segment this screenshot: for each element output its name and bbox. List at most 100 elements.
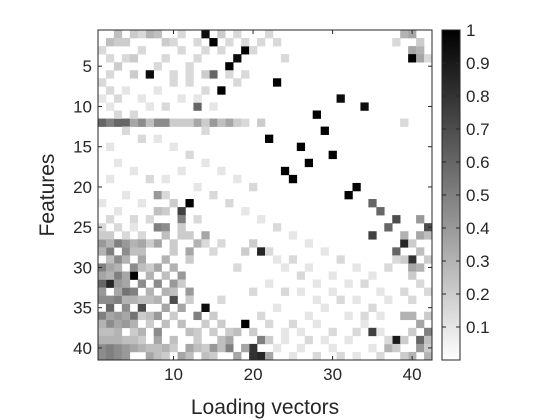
heatmap-cell (105, 271, 115, 280)
heatmap-cell (145, 215, 154, 224)
heatmap-cell (217, 335, 226, 345)
heatmap-cell (121, 190, 131, 200)
heatmap-cell (169, 287, 178, 296)
heatmap-cell (193, 94, 202, 103)
heatmap-cell (153, 62, 162, 71)
y-axis-ticks: 5 10 15 20 25 30 35 40 (73, 57, 432, 358)
heatmap-cell (201, 231, 210, 240)
heatmap-cell (288, 231, 298, 240)
heatmap-cell (153, 279, 162, 288)
heatmap-cell (113, 94, 123, 103)
heatmap-cell (161, 319, 170, 329)
heatmap-cell (336, 94, 345, 103)
heatmap-cell (98, 263, 107, 272)
heatmap-cell (360, 102, 369, 111)
heatmap-cell (312, 295, 321, 304)
x-axis-title: Loading vectors (191, 396, 339, 419)
heatmap-cell (201, 70, 210, 79)
heatmap-cell (225, 343, 234, 353)
heatmap-cell (145, 263, 154, 272)
heatmap-cell (209, 190, 218, 200)
heatmap-cell (137, 134, 147, 143)
heatmap-cell (98, 247, 107, 256)
x-tick-label: 10 (164, 365, 183, 384)
heatmap-cell (328, 327, 337, 337)
heatmap-cell (209, 343, 218, 353)
heatmap-cell (129, 215, 139, 224)
heatmap-cell (392, 343, 401, 353)
heatmap-cell (113, 319, 123, 329)
heatmap-cell (209, 327, 218, 337)
heatmap-cell (113, 327, 123, 337)
heatmap-cell (129, 271, 139, 280)
heatmap-cell (105, 38, 115, 47)
heatmap-cell (424, 231, 433, 240)
heatmap-cell (185, 231, 194, 240)
heatmap-cell (368, 199, 377, 208)
heatmap-cell (304, 311, 314, 321)
heatmap-cell (121, 38, 131, 47)
y-tick-label: 25 (73, 218, 92, 237)
y-tick-label: 35 (73, 299, 92, 318)
heatmap-cell (336, 255, 345, 264)
heatmap-cell (241, 247, 250, 256)
heatmap-cell (304, 158, 314, 168)
heatmap-cell (98, 351, 107, 361)
heatmap-cell (129, 287, 139, 296)
y-tick-label: 5 (83, 57, 92, 76)
heatmap-cell (121, 118, 131, 127)
heatmap-cell (145, 118, 154, 127)
heatmap-cell (209, 311, 218, 321)
heatmap-cell (177, 223, 186, 232)
heatmap-cell (105, 319, 115, 329)
heatmap-cell (217, 166, 226, 176)
heatmap-cell (217, 30, 226, 39)
heatmap-cell (113, 30, 123, 39)
heatmap-cell (105, 327, 115, 337)
heatmap-cell (105, 70, 115, 79)
heatmap-cell (121, 311, 131, 321)
heatmap-cell (145, 102, 154, 111)
colorbar-tick-label: 0.4 (466, 219, 490, 238)
heatmap-cell (105, 279, 115, 288)
heatmap-cell (153, 311, 162, 321)
heatmap-cell (416, 38, 425, 47)
heatmap-cell (113, 158, 123, 168)
heatmap-cell (161, 287, 170, 296)
heatmap-cell (265, 247, 274, 256)
heatmap-cell (344, 311, 353, 321)
heatmap-cell (177, 215, 186, 224)
heatmap-cell (225, 199, 234, 208)
heatmap-cell (416, 231, 425, 240)
heatmap-cell (272, 255, 282, 264)
heatmap-cell (169, 263, 178, 272)
heatmap-cell (161, 190, 170, 200)
heatmap-cell (105, 142, 115, 152)
heatmap-cell (137, 295, 147, 304)
heatmap-cell (400, 351, 409, 361)
heatmap-cell (408, 30, 417, 39)
heatmap-cell (177, 231, 186, 240)
heatmap-cell (209, 38, 218, 47)
heatmap-cell (105, 231, 115, 240)
heatmap-cell (201, 319, 210, 329)
heatmap-cell (153, 335, 162, 345)
heatmap-cell (408, 46, 417, 55)
heatmap-cell (344, 335, 353, 345)
heatmap-cell (169, 70, 178, 79)
heatmap-cell (113, 263, 123, 272)
heatmap-cell (201, 351, 210, 361)
heatmap-cell (209, 70, 218, 79)
heatmap-cell (233, 351, 242, 361)
heatmap-cell (416, 54, 425, 63)
heatmap-cell (408, 239, 417, 248)
heatmap-cell (137, 263, 147, 272)
heatmap-cell (105, 311, 115, 321)
heatmap-cell (169, 239, 178, 248)
heatmap-cell (98, 118, 107, 127)
heatmap-cell (137, 343, 147, 353)
heatmap-cell (328, 150, 337, 160)
heatmap-cell (193, 182, 202, 192)
heatmap-cell (177, 303, 186, 313)
heatmap-cell (352, 327, 361, 337)
